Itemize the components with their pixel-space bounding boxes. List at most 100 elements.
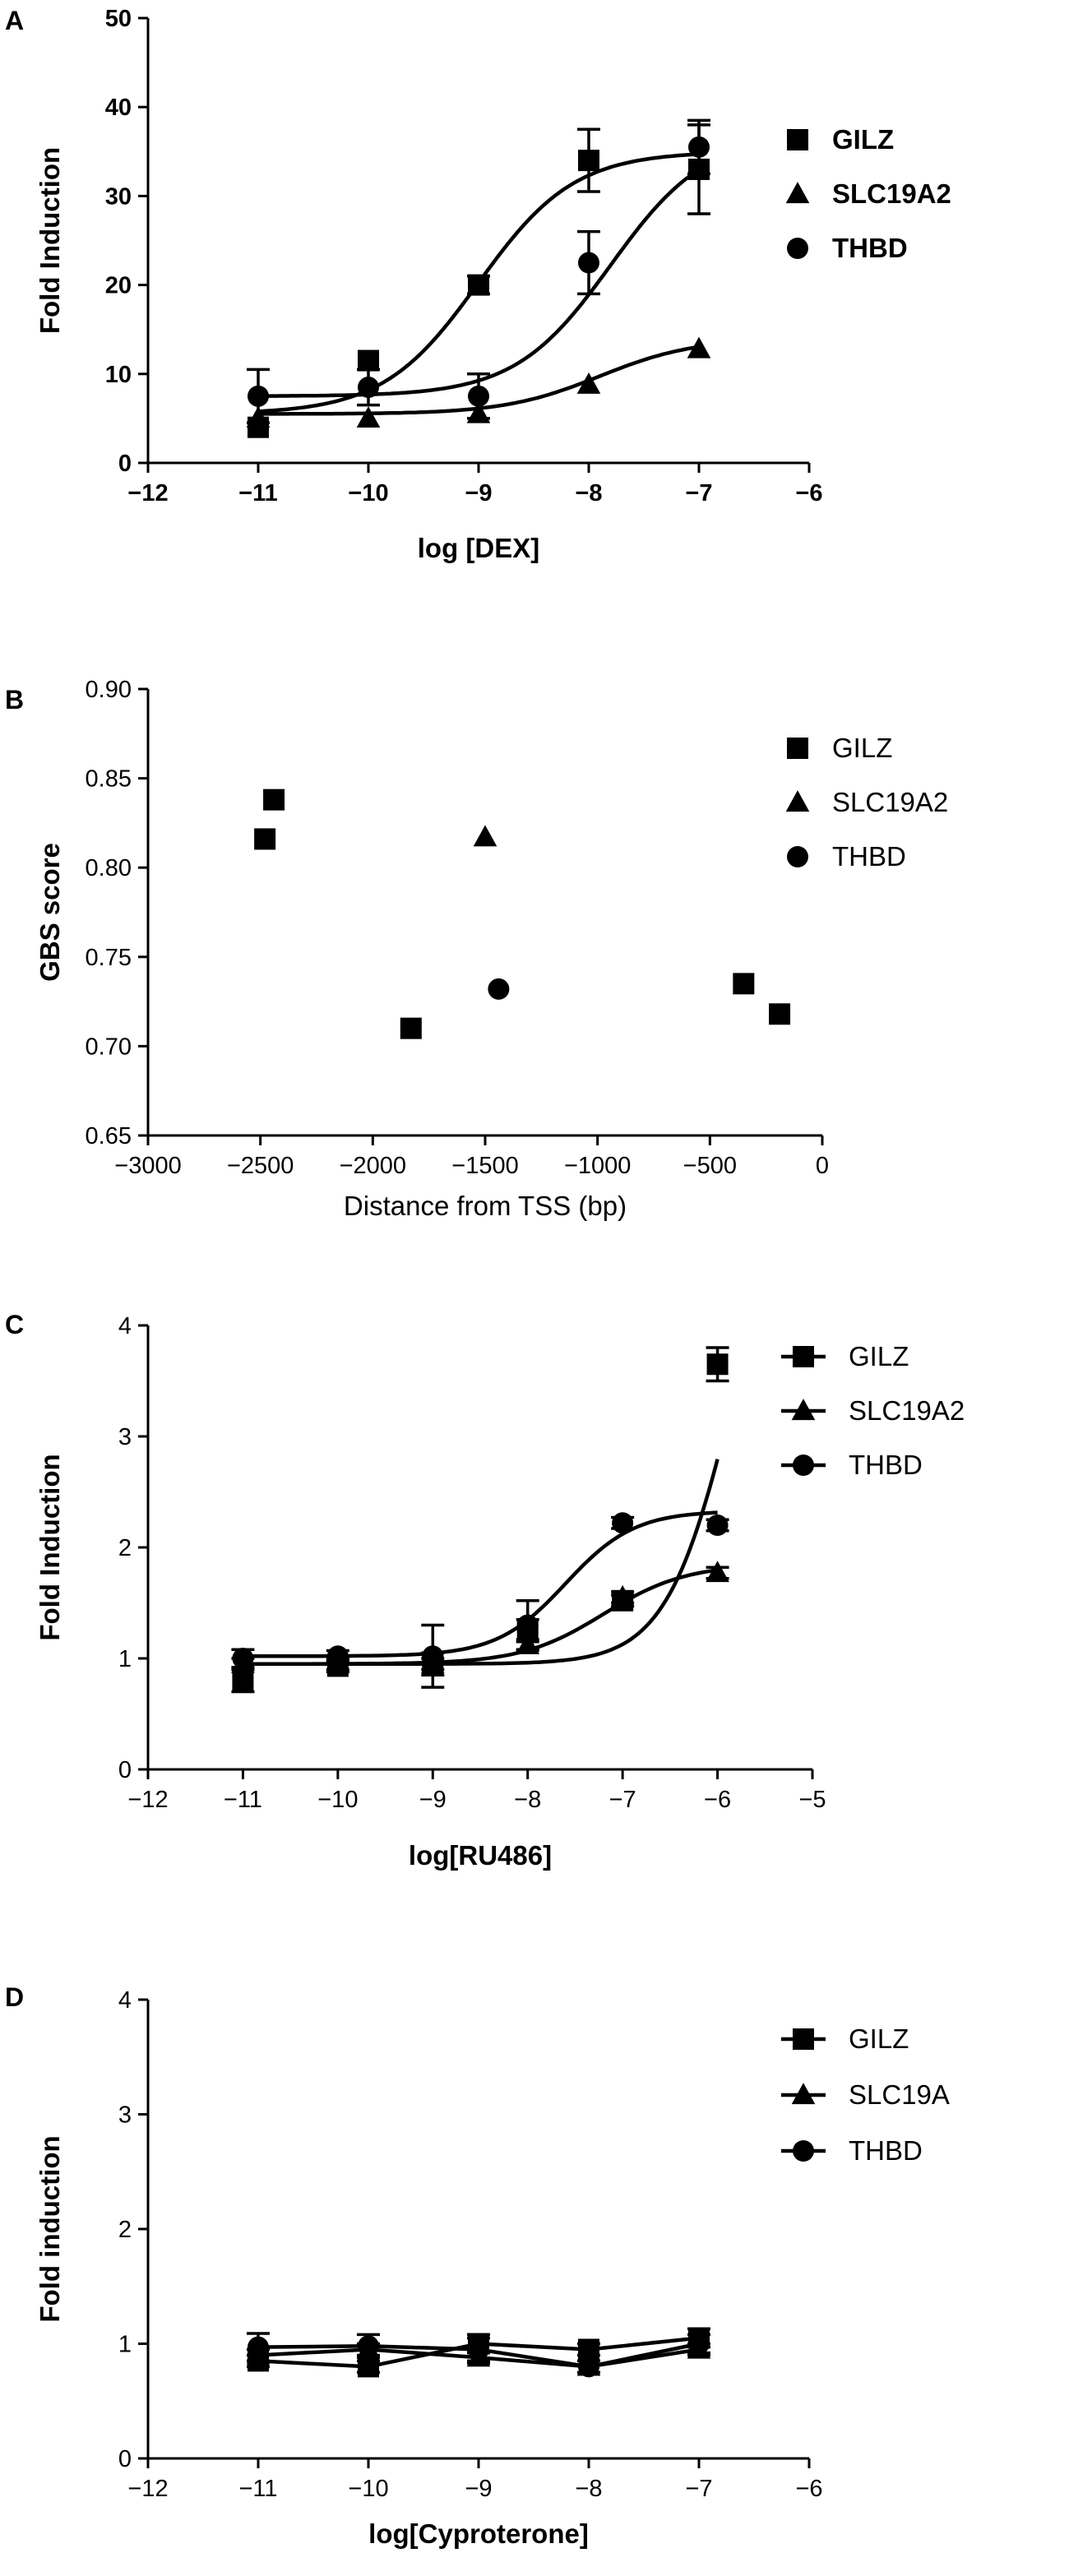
x-tick-label: −6 [704, 1787, 731, 1813]
data-point [468, 385, 489, 407]
legend-label: GILZ [832, 733, 892, 763]
data-point [248, 2336, 269, 2358]
data-point [576, 372, 601, 394]
y-axis-label: Fold Induction [35, 1454, 65, 1640]
legend-marker [793, 2140, 814, 2162]
x-tick-label: −9 [419, 1787, 447, 1813]
x-tick-label: −7 [609, 1787, 636, 1813]
x-tick-label: −8 [575, 2476, 602, 2502]
data-point [516, 1614, 539, 1636]
x-tick-label: −12 [127, 480, 168, 506]
data-point [706, 1515, 729, 1536]
legend-marker [785, 182, 810, 204]
y-tick-label: 1 [118, 1646, 132, 1672]
legend-label: SLC19A2 [832, 178, 951, 209]
x-tick-label: −2500 [227, 1153, 294, 1179]
y-axis-label: GBS score [35, 843, 65, 982]
y-tick-label: 10 [105, 362, 132, 388]
data-point [688, 2333, 710, 2355]
legend-marker [787, 846, 808, 867]
fit-curve-slc19a2 [243, 1568, 718, 1666]
y-tick-label: 2 [118, 1535, 132, 1561]
x-tick-label: −1000 [564, 1153, 631, 1179]
y-tick-label: 2 [118, 2217, 132, 2243]
panel-letter: A [5, 6, 24, 35]
legend-marker [787, 738, 808, 759]
data-point [733, 973, 755, 995]
data-point [612, 1512, 634, 1534]
data-point [578, 150, 599, 172]
data-point [358, 2335, 379, 2357]
panel-letter: C [5, 1310, 24, 1339]
data-point [706, 1353, 729, 1376]
y-tick-label: 40 [105, 95, 132, 121]
legend-marker [793, 1454, 814, 1476]
legend-marker [791, 1399, 816, 1421]
y-tick-label: 4 [118, 1313, 132, 1339]
legend-marker [793, 2028, 814, 2050]
data-point [578, 2356, 599, 2378]
panel-letter: B [5, 685, 24, 715]
legend-marker [787, 129, 808, 150]
x-tick-label: −12 [127, 2476, 168, 2502]
y-tick-label: 3 [118, 1424, 132, 1450]
data-point [769, 1003, 791, 1025]
data-point [358, 349, 379, 372]
x-tick-label: −9 [465, 2476, 492, 2502]
y-tick-label: 0.70 [86, 1034, 132, 1060]
data-point [468, 274, 489, 296]
legend-label: SLC19A2 [832, 787, 948, 817]
x-tick-label: 0 [816, 1153, 829, 1179]
legend-label: THBD [832, 841, 906, 872]
legend-label: GILZ [832, 124, 894, 155]
fit-curve-thbd [243, 1510, 718, 1658]
data-point [263, 789, 285, 811]
x-tick-label: −7 [685, 480, 712, 506]
legend-label: THBD [832, 233, 908, 263]
y-tick-label: 4 [118, 1987, 132, 2014]
data-point [422, 1645, 444, 1667]
legend-label: GILZ [849, 1341, 909, 1371]
data-point [578, 252, 599, 274]
y-tick-label: 0.75 [86, 945, 132, 971]
legend-marker [793, 1346, 814, 1367]
x-axis-label: log[Cyproterone] [368, 2518, 589, 2549]
x-axis-label: log[RU486] [409, 1840, 552, 1871]
x-tick-label: −6 [795, 2476, 822, 2502]
y-tick-label: 0 [118, 2446, 132, 2472]
panel-d: D 0 1 2 3 4 −12 −11 −10 −9 −8 −7 −6 log[Cyproterone]… [5, 1982, 950, 2549]
x-tick-label: −10 [317, 1787, 358, 1813]
data-point [473, 825, 497, 847]
y-tick-label: 1 [118, 2332, 132, 2358]
data-point [706, 1561, 729, 1583]
y-tick-label: 0.65 [86, 1123, 132, 1149]
x-tick-label: −1500 [451, 1153, 518, 1179]
x-tick-label: −5 [798, 1787, 826, 1813]
y-axis-label: Fold induction [35, 2135, 65, 2322]
data-point [248, 385, 269, 407]
y-tick-label: 50 [105, 6, 132, 32]
legend-label: THBD [849, 1450, 923, 1480]
data-point [232, 1648, 254, 1669]
x-tick-label: −11 [238, 2476, 277, 2502]
data-point [356, 406, 381, 428]
panel-a: A 0 10 20 30 40 50 −12 −11 −10 −9 −8 −7 −6 log [DEX] F… [5, 6, 951, 563]
x-tick-label: −12 [127, 1787, 168, 1813]
data-point [358, 2356, 379, 2378]
data-point [488, 978, 510, 1000]
x-tick-label: −11 [238, 480, 278, 506]
x-tick-label: −2000 [340, 1153, 406, 1179]
x-tick-label: −10 [348, 2476, 388, 2502]
data-point [232, 1670, 254, 1691]
x-tick-label: −500 [683, 1153, 737, 1179]
x-tick-label: −10 [348, 480, 388, 506]
y-tick-label: 0.85 [86, 766, 132, 793]
panel-c: C 0 1 2 3 4 −12 −11 −10 −9 −8 −7 −6 −5 log[RU486] Fold… [5, 1310, 965, 1871]
y-tick-label: 0 [118, 1757, 132, 1783]
data-point [610, 1584, 635, 1607]
x-tick-label: −8 [514, 1787, 541, 1813]
data-point [688, 136, 710, 158]
x-axis-label: Distance from TSS (bp) [344, 1191, 627, 1221]
data-point [687, 336, 711, 358]
